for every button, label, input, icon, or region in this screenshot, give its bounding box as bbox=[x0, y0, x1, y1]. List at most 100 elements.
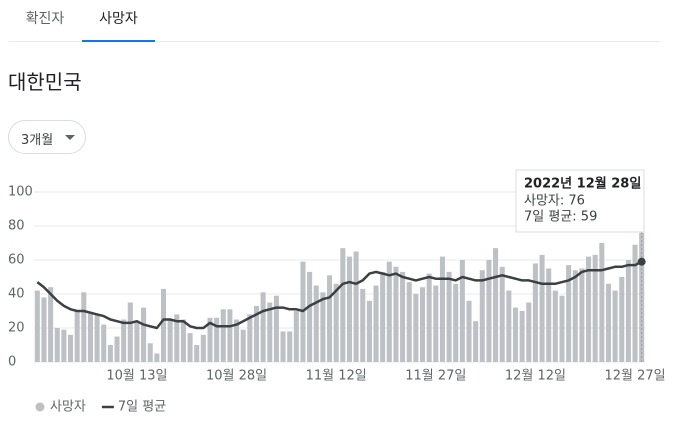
bar bbox=[546, 268, 552, 362]
x-tick-label: 10월 13일 bbox=[106, 369, 167, 384]
bar bbox=[419, 287, 426, 362]
tab[interactable]: 사망자 bbox=[99, 11, 138, 27]
tab-bar: 확진자 사망자 bbox=[8, 0, 660, 42]
y-tick-label: 0 bbox=[8, 355, 16, 370]
bar bbox=[253, 305, 260, 362]
bar bbox=[499, 266, 505, 362]
bar bbox=[81, 292, 87, 362]
bar bbox=[473, 321, 479, 362]
bar bbox=[127, 302, 133, 362]
bar bbox=[207, 317, 213, 362]
y-tick-label: 60 bbox=[8, 253, 25, 268]
legend-swatch bbox=[35, 402, 45, 412]
bar bbox=[413, 294, 419, 362]
bar bbox=[479, 270, 485, 362]
bar bbox=[180, 319, 186, 362]
bar bbox=[167, 319, 173, 362]
bar bbox=[466, 300, 472, 362]
bar bbox=[605, 283, 611, 362]
bar bbox=[280, 331, 286, 362]
bar bbox=[532, 263, 538, 362]
tab[interactable]: 확진자 bbox=[25, 11, 65, 27]
bar bbox=[406, 282, 412, 362]
x-tick-label: 12월 12일 bbox=[505, 369, 566, 384]
bar bbox=[327, 275, 333, 362]
bar bbox=[240, 329, 246, 362]
bar bbox=[446, 271, 452, 362]
bar bbox=[592, 254, 598, 362]
bar bbox=[160, 288, 167, 362]
bar bbox=[220, 309, 226, 362]
bar bbox=[493, 248, 499, 362]
bar bbox=[400, 271, 406, 362]
bar bbox=[566, 265, 572, 362]
tooltip-line: 사망자: 76 bbox=[524, 194, 585, 209]
bar bbox=[87, 312, 93, 362]
bar bbox=[287, 331, 293, 362]
bar bbox=[214, 317, 220, 362]
bar bbox=[346, 256, 352, 362]
bar bbox=[552, 290, 558, 362]
tooltip-line: 7일 평균: 59 bbox=[524, 210, 597, 225]
bar bbox=[625, 260, 631, 362]
bar bbox=[506, 290, 512, 362]
bar bbox=[313, 285, 319, 362]
bar bbox=[340, 248, 346, 362]
bar bbox=[393, 266, 399, 362]
bar bbox=[320, 292, 326, 362]
dropdown-label: 3개월 bbox=[21, 133, 54, 148]
bar bbox=[41, 297, 47, 362]
tooltip-date: 2022년 12월 28일 bbox=[524, 176, 641, 192]
legend-label: 7일 평균 bbox=[118, 400, 166, 415]
hover-point bbox=[637, 257, 646, 266]
bar bbox=[386, 261, 392, 362]
tooltip-box bbox=[515, 169, 645, 233]
bar bbox=[380, 271, 386, 362]
y-tick-label: 100 bbox=[8, 185, 33, 200]
region-title: 대한민국 bbox=[8, 70, 82, 94]
bar bbox=[267, 302, 273, 362]
x-tick-label: 11월 12일 bbox=[306, 369, 367, 384]
dropdown-arrow bbox=[65, 135, 75, 140]
bar bbox=[101, 324, 107, 362]
x-tick-label: 12월 27일 bbox=[604, 369, 665, 384]
bar bbox=[453, 283, 459, 362]
bar bbox=[121, 319, 127, 362]
bar bbox=[54, 328, 60, 362]
bar bbox=[107, 345, 113, 362]
bar bbox=[234, 319, 240, 362]
range-dropdown[interactable]: 3개월 bbox=[8, 120, 86, 154]
bar bbox=[307, 271, 313, 362]
bar bbox=[247, 314, 253, 362]
bar bbox=[114, 336, 120, 362]
bar bbox=[586, 256, 592, 362]
bar bbox=[260, 292, 266, 362]
bar bbox=[486, 260, 492, 362]
bar bbox=[426, 273, 432, 362]
y-tick-label: 40 bbox=[8, 287, 25, 302]
bar bbox=[273, 295, 279, 362]
bar bbox=[194, 345, 200, 362]
bar bbox=[366, 300, 372, 362]
bar bbox=[612, 290, 618, 362]
bar bbox=[559, 295, 565, 362]
bar bbox=[154, 353, 160, 362]
bar bbox=[512, 307, 519, 362]
bar bbox=[34, 290, 40, 362]
bar bbox=[539, 254, 545, 362]
bar bbox=[519, 311, 525, 362]
bar bbox=[632, 244, 638, 362]
bar bbox=[174, 314, 180, 362]
bar bbox=[572, 270, 578, 362]
bar bbox=[619, 277, 625, 362]
x-tick-label: 11월 27일 bbox=[405, 369, 466, 384]
bar bbox=[134, 321, 140, 362]
bar bbox=[74, 311, 80, 362]
legend-label: 사망자 bbox=[50, 400, 86, 415]
bar bbox=[459, 260, 465, 362]
bar bbox=[141, 307, 147, 362]
bar bbox=[187, 333, 193, 362]
bar bbox=[599, 243, 605, 362]
